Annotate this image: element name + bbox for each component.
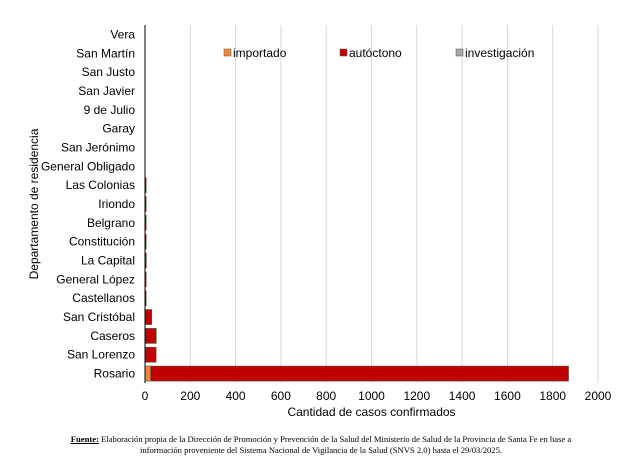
y-tick-rosario: Rosario [94,367,136,381]
y-tick-san-lorenzo: San Lorenzo [67,348,135,362]
y-tick-san-martin: San Martín [76,46,135,60]
bar-san-cristobal-autoctono [144,309,153,325]
legend-swatch-investigacion [455,48,464,57]
y-tick-san-javier: San Javier [78,84,135,98]
x-tick-1400: 1400 [449,389,476,403]
y-tick-garay: Garay [102,122,135,136]
y-tick-la-capital: La Capital [81,254,135,268]
x-tick-labels: 0 200 400 600 800 1000 1200 1400 1600 1800 2000 [142,389,612,403]
legend-swatch-importado [223,48,232,57]
legend-swatch-autoctono [339,48,348,57]
y-tick-constitucion: Constitución [69,235,135,249]
bar-caseros-autoctono [145,328,157,344]
y-tick-belgrano: Belgrano [87,216,135,230]
x-tick-800: 800 [316,389,336,403]
x-tick-600: 600 [271,389,291,403]
source-note: Fuente: Elaboración propia de la Direcci… [20,434,622,456]
bar-rosario-importado [144,365,151,382]
legend-label-investigacion: investigación [465,46,534,60]
y-tick-9-de-julio: 9 de Julio [84,103,136,117]
y-tick-san-cristobal: San Cristóbal [63,310,135,324]
legend-label-importado: importado [233,46,287,60]
y-axis-title: Departamento de residencia [27,128,41,279]
grid-lines [189,25,599,383]
x-tick-1800: 1800 [539,389,566,403]
x-tick-1200: 1200 [403,389,430,403]
y-tick-iriondo: Iriondo [98,197,135,211]
y-tick-vera: Vera [110,27,135,41]
x-tick-2000: 2000 [585,389,612,403]
source-line-1: Elaboración propia de la Dirección de Pr… [101,434,572,444]
y-tick-general-lopez: General López [56,272,135,286]
source-line-2: información proveniente del Sistema Naci… [139,445,503,455]
source-label: Fuente: [70,434,99,444]
y-tick-general-obligado: General Obligado [41,159,135,173]
y-tick-labels: Vera San Martín San Justo San Javier 9 de Ju… [41,27,135,380]
y-tick-san-jeronimo: San Jerónimo [61,140,135,154]
y-tick-las-colonias: Las Colonias [66,178,135,192]
x-tick-1600: 1600 [494,389,521,403]
x-tick-200: 200 [180,389,200,403]
x-tick-0: 0 [142,389,149,403]
bar-rosario-autoctono [150,365,569,382]
x-axis-title: Cantidad de casos confirmados [287,405,455,419]
y-tick-caseros: Caseros [90,329,135,343]
y-tick-castellanos: Castellanos [72,291,135,305]
x-tick-1000: 1000 [358,389,385,403]
bar-chart: Vera San Martín San Justo San Javier 9 de Ju… [27,25,612,419]
bar-san-lorenzo-autoctono [145,346,157,363]
x-tick-400: 400 [226,389,246,403]
legend: importado autóctono investigación [223,46,534,60]
legend-label-autoctono: autóctono [349,46,402,60]
bars [144,177,569,382]
y-tick-san-justo: San Justo [82,65,136,79]
